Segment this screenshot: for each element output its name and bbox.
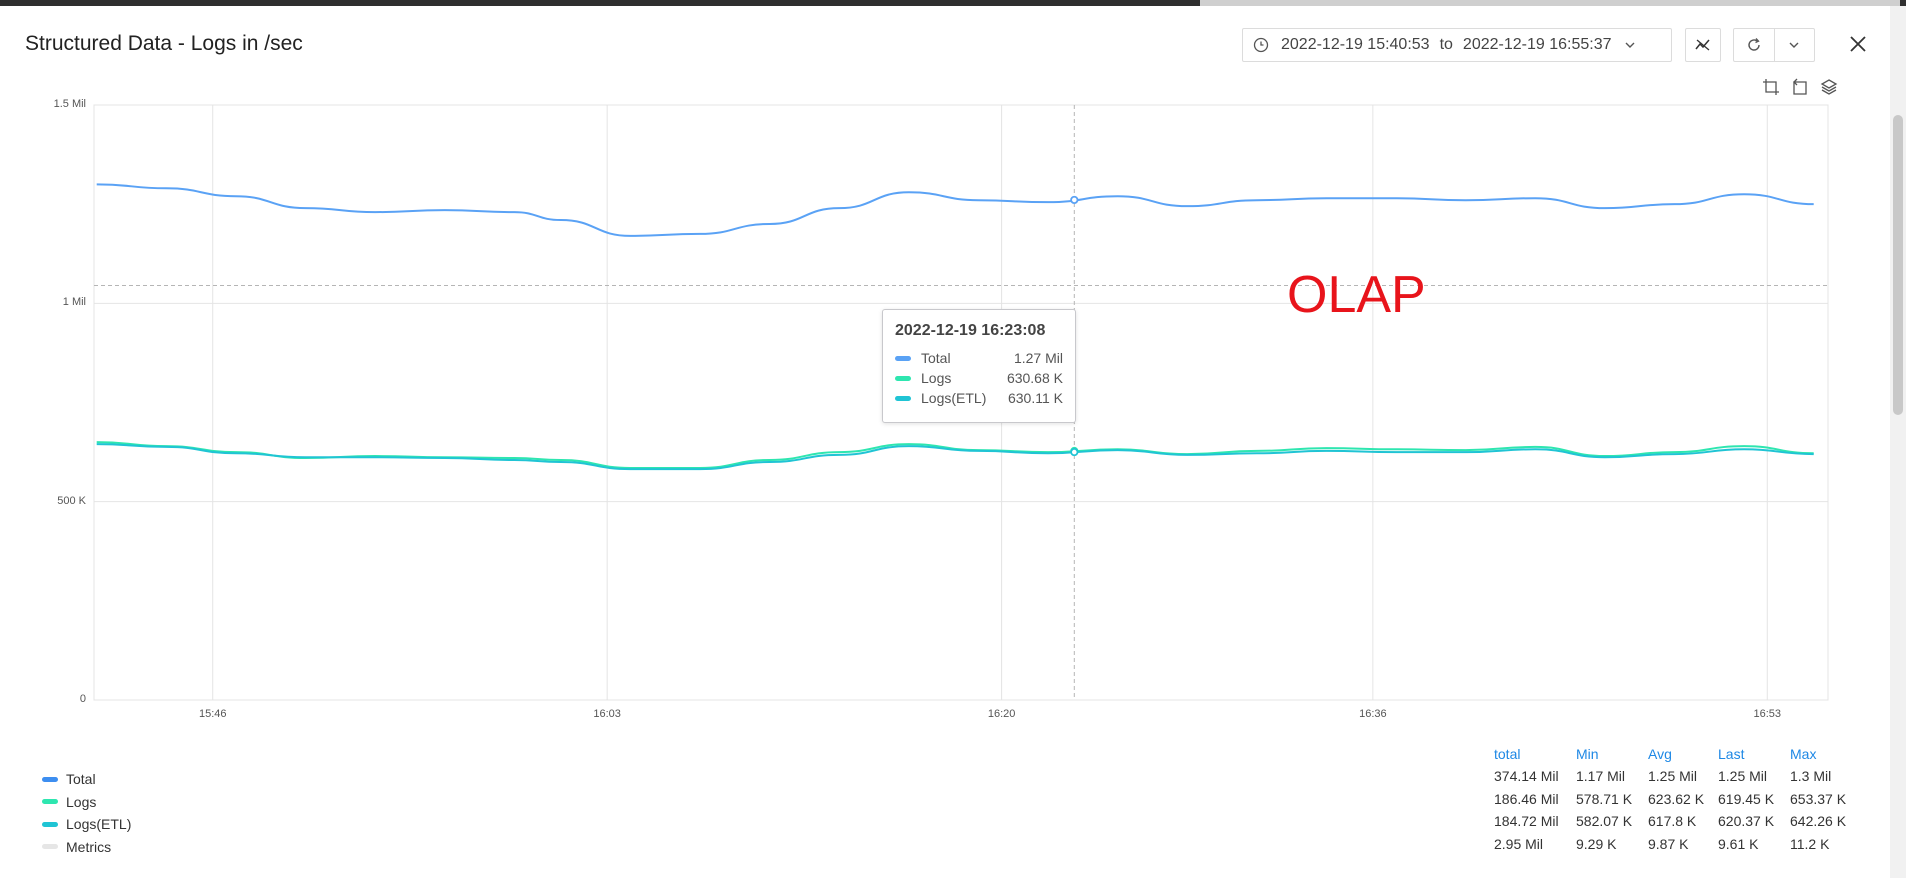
chart-legend: Total Logs Logs(ETL) Metrics	[42, 768, 131, 858]
stats-header: Last	[1718, 746, 1745, 762]
legend-swatch	[42, 844, 58, 850]
tooltip-series-value: 630.11 K	[1007, 390, 1063, 406]
legend-label: Logs	[66, 793, 97, 810]
x-tick-label: 16:20	[987, 708, 1016, 720]
series-line-logs	[96, 441, 1814, 469]
tooltip-series-name: Total	[921, 350, 951, 366]
legend-item-logs-etl[interactable]: Logs(ETL)	[42, 813, 131, 836]
stats-header: Avg	[1648, 746, 1672, 762]
refresh-interval-dropdown[interactable]	[1775, 29, 1815, 61]
tooltip-series-value: 1.27 Mil	[1013, 350, 1063, 366]
stats-header: Max	[1790, 746, 1817, 762]
refresh-button[interactable]	[1734, 29, 1775, 61]
line-chart[interactable]	[0, 6, 1890, 736]
tooltip-series-value: 630.68 K	[1006, 370, 1063, 386]
olap-annotation: OLAP	[1287, 266, 1426, 324]
y-tick-label: 1.5 Mil	[53, 98, 86, 110]
stats-cell: 653.37 K	[1790, 790, 1847, 807]
layers-icon[interactable]	[1820, 78, 1838, 96]
legend-swatch	[42, 799, 58, 805]
chart-style-button[interactable]	[1685, 28, 1721, 62]
x-tick-label: 15:46	[198, 708, 227, 720]
x-tick-label: 16:36	[1359, 708, 1387, 720]
chart-tooltip: 2022-12-19 16:23:08 Total 1.27 Mil Logs 63…	[882, 309, 1076, 423]
time-range-picker[interactable]: 2022-12-19 15:40:53 to 2022-12-19 16:55:…	[1242, 28, 1672, 62]
stats-header: Min	[1576, 746, 1599, 762]
stats-cell: 1.25 Mil	[1718, 768, 1768, 784]
series-line-logsetl	[96, 443, 1814, 471]
legend-label: Metrics	[66, 838, 112, 855]
legend-label: Total	[66, 771, 96, 788]
time-from: 2022-12-19 15:40:53	[1281, 36, 1430, 53]
legend-swatch	[42, 821, 58, 827]
legend-swatch	[42, 776, 58, 782]
tooltip-swatch	[895, 355, 911, 361]
y-tick-label: 1 Mil	[62, 296, 86, 309]
stats-cell: 620.37 K	[1718, 813, 1775, 829]
stats-cell: 9.61 K	[1718, 835, 1759, 852]
legend-label: Logs(ETL)	[66, 816, 132, 833]
legend-item-total[interactable]: Total	[42, 768, 131, 791]
stats-cell: 1.3 Mil	[1790, 768, 1832, 784]
stats-cell: 642.26 K	[1790, 813, 1847, 829]
cursor-point	[1070, 195, 1079, 205]
stats-cell: 617.8 K	[1648, 813, 1697, 829]
legend-item-logs[interactable]: Logs	[42, 791, 131, 814]
x-tick-label: 16:03	[593, 708, 621, 720]
stats-cell: 582.07 K	[1576, 813, 1633, 829]
scrollbar-thumb[interactable]	[1893, 115, 1903, 415]
cursor-point	[1070, 447, 1079, 457]
tooltip-time: 2022-12-19 16:23:08	[895, 322, 1046, 339]
tooltip-row-total: Total 1.27 Mil	[895, 348, 1063, 368]
stats-cell: 578.71 K	[1576, 790, 1633, 807]
y-tick-label: 0	[79, 693, 86, 705]
stats-cell: 184.72 Mil	[1494, 813, 1559, 829]
tooltip-row-logs-etl: Logs(ETL) 630.11 K	[895, 388, 1063, 408]
background-bar	[0, 0, 1906, 6]
legend-item-metrics[interactable]: Metrics	[42, 836, 131, 859]
stats-cell: 619.45 K	[1718, 790, 1775, 807]
stats-header: total	[1494, 746, 1521, 762]
stats-cell: 374.14 Mil	[1494, 768, 1559, 784]
stats-cell: 623.62 K	[1648, 790, 1705, 807]
stats-cell: 1.25 Mil	[1648, 768, 1698, 784]
stats-cell: 2.95 Mil	[1494, 835, 1544, 852]
restore-icon[interactable]	[1791, 78, 1809, 96]
chart-style-icon	[1695, 39, 1710, 51]
tooltip-swatch	[895, 375, 911, 381]
y-tick-label: 500 K	[57, 494, 86, 507]
x-tick-label: 16:53	[1753, 708, 1782, 720]
chevron-down-icon	[1789, 42, 1799, 48]
clock-icon	[1253, 37, 1269, 53]
time-to: 2022-12-19 16:55:37	[1462, 36, 1612, 53]
stats-cell: 1.17 Mil	[1576, 768, 1626, 784]
time-separator: to	[1439, 36, 1453, 53]
crop-icon[interactable]	[1762, 78, 1780, 96]
stats-cell: 11.2 K	[1790, 835, 1830, 852]
chevron-down-icon	[1625, 42, 1634, 48]
tooltip-series-name: Logs(ETL)	[921, 390, 987, 406]
tooltip-row-logs: Logs 630.68 K	[895, 368, 1063, 388]
background-bar-light	[1200, 0, 1900, 6]
refresh-icon	[1748, 38, 1760, 51]
refresh-button-group	[1733, 28, 1815, 62]
chart-modal: Structured Data - Logs in /sec 2022-12-1…	[0, 6, 1890, 878]
chart-title: Structured Data - Logs in /sec	[25, 32, 303, 55]
series-line-total	[96, 183, 1814, 237]
stats-cell: 186.46 Mil	[1494, 790, 1559, 807]
stats-cell: 9.87 K	[1648, 835, 1689, 852]
tooltip-series-name: Logs	[921, 370, 952, 386]
tooltip-swatch	[895, 395, 911, 401]
stats-cell: 9.29 K	[1576, 835, 1617, 852]
close-icon[interactable]	[1848, 34, 1868, 54]
